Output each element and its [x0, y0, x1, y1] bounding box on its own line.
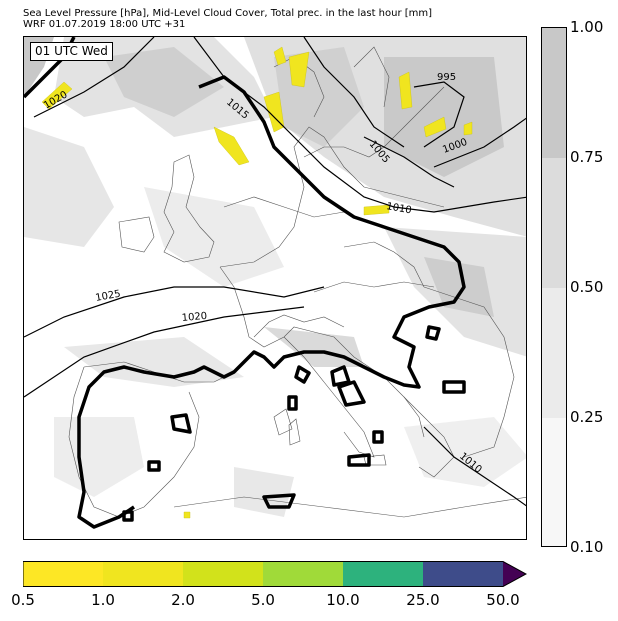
- precip-colorbar-segment: [343, 561, 423, 587]
- colorbar-segment: [542, 418, 566, 546]
- isobar-label: 1020: [181, 311, 207, 324]
- cloud-tick-label: 0.50: [570, 278, 604, 296]
- colorbar-segment: [542, 28, 566, 158]
- precip-colorbar-segment: [263, 561, 343, 587]
- cloud-tick-label: 1.00: [570, 18, 604, 36]
- precip-colorbar-segment: [183, 561, 263, 587]
- map-canvas: 1020 1015 995 1005 1000 1010 1025 1020 1…: [24, 37, 526, 529]
- precip-tick-label: 1.0: [91, 591, 115, 609]
- precipitation-areas: [41, 46, 473, 519]
- precip-tick-label: 0.5: [11, 591, 35, 609]
- cloud-cover-areas: [24, 37, 526, 517]
- cloud-tick-label: 0.10: [570, 538, 604, 556]
- precip-tick-label: 2.0: [171, 591, 195, 609]
- colorbar-segment: [542, 158, 566, 288]
- cloud-tick-label: 0.75: [570, 148, 604, 166]
- cloud-tick-label: 0.25: [570, 408, 604, 426]
- isobar-label: 1010: [385, 201, 412, 216]
- weather-map: 1020 1015 995 1005 1000 1010 1025 1020 1…: [23, 36, 527, 540]
- isobar-label: 995: [437, 72, 456, 83]
- precip-tick-label: 50.0: [486, 591, 520, 609]
- precip-tick-label: 25.0: [406, 591, 440, 609]
- precip-colorbar-segment: [23, 561, 103, 587]
- precipitation-colorbar: [23, 561, 527, 587]
- precip-tick-label: 10.0: [326, 591, 360, 609]
- cloud-cover-colorbar: [541, 27, 567, 547]
- map-subtitle: WRF 01.07.2019 18:00 UTC +31: [23, 19, 186, 30]
- colorbar-segment: [542, 288, 566, 418]
- precip-tick-label: 5.0: [251, 591, 275, 609]
- forecast-time-label: 01 UTC Wed: [30, 42, 113, 61]
- coastlines: [68, 46, 526, 518]
- isobar-label: 1025: [95, 289, 122, 304]
- precip-colorbar-segment: [103, 561, 183, 587]
- map-title: Sea Level Pressure [hPa], Mid-Level Clou…: [23, 8, 433, 19]
- precip-colorbar-segment: [423, 561, 503, 587]
- precip-colorbar-segment: [503, 561, 526, 587]
